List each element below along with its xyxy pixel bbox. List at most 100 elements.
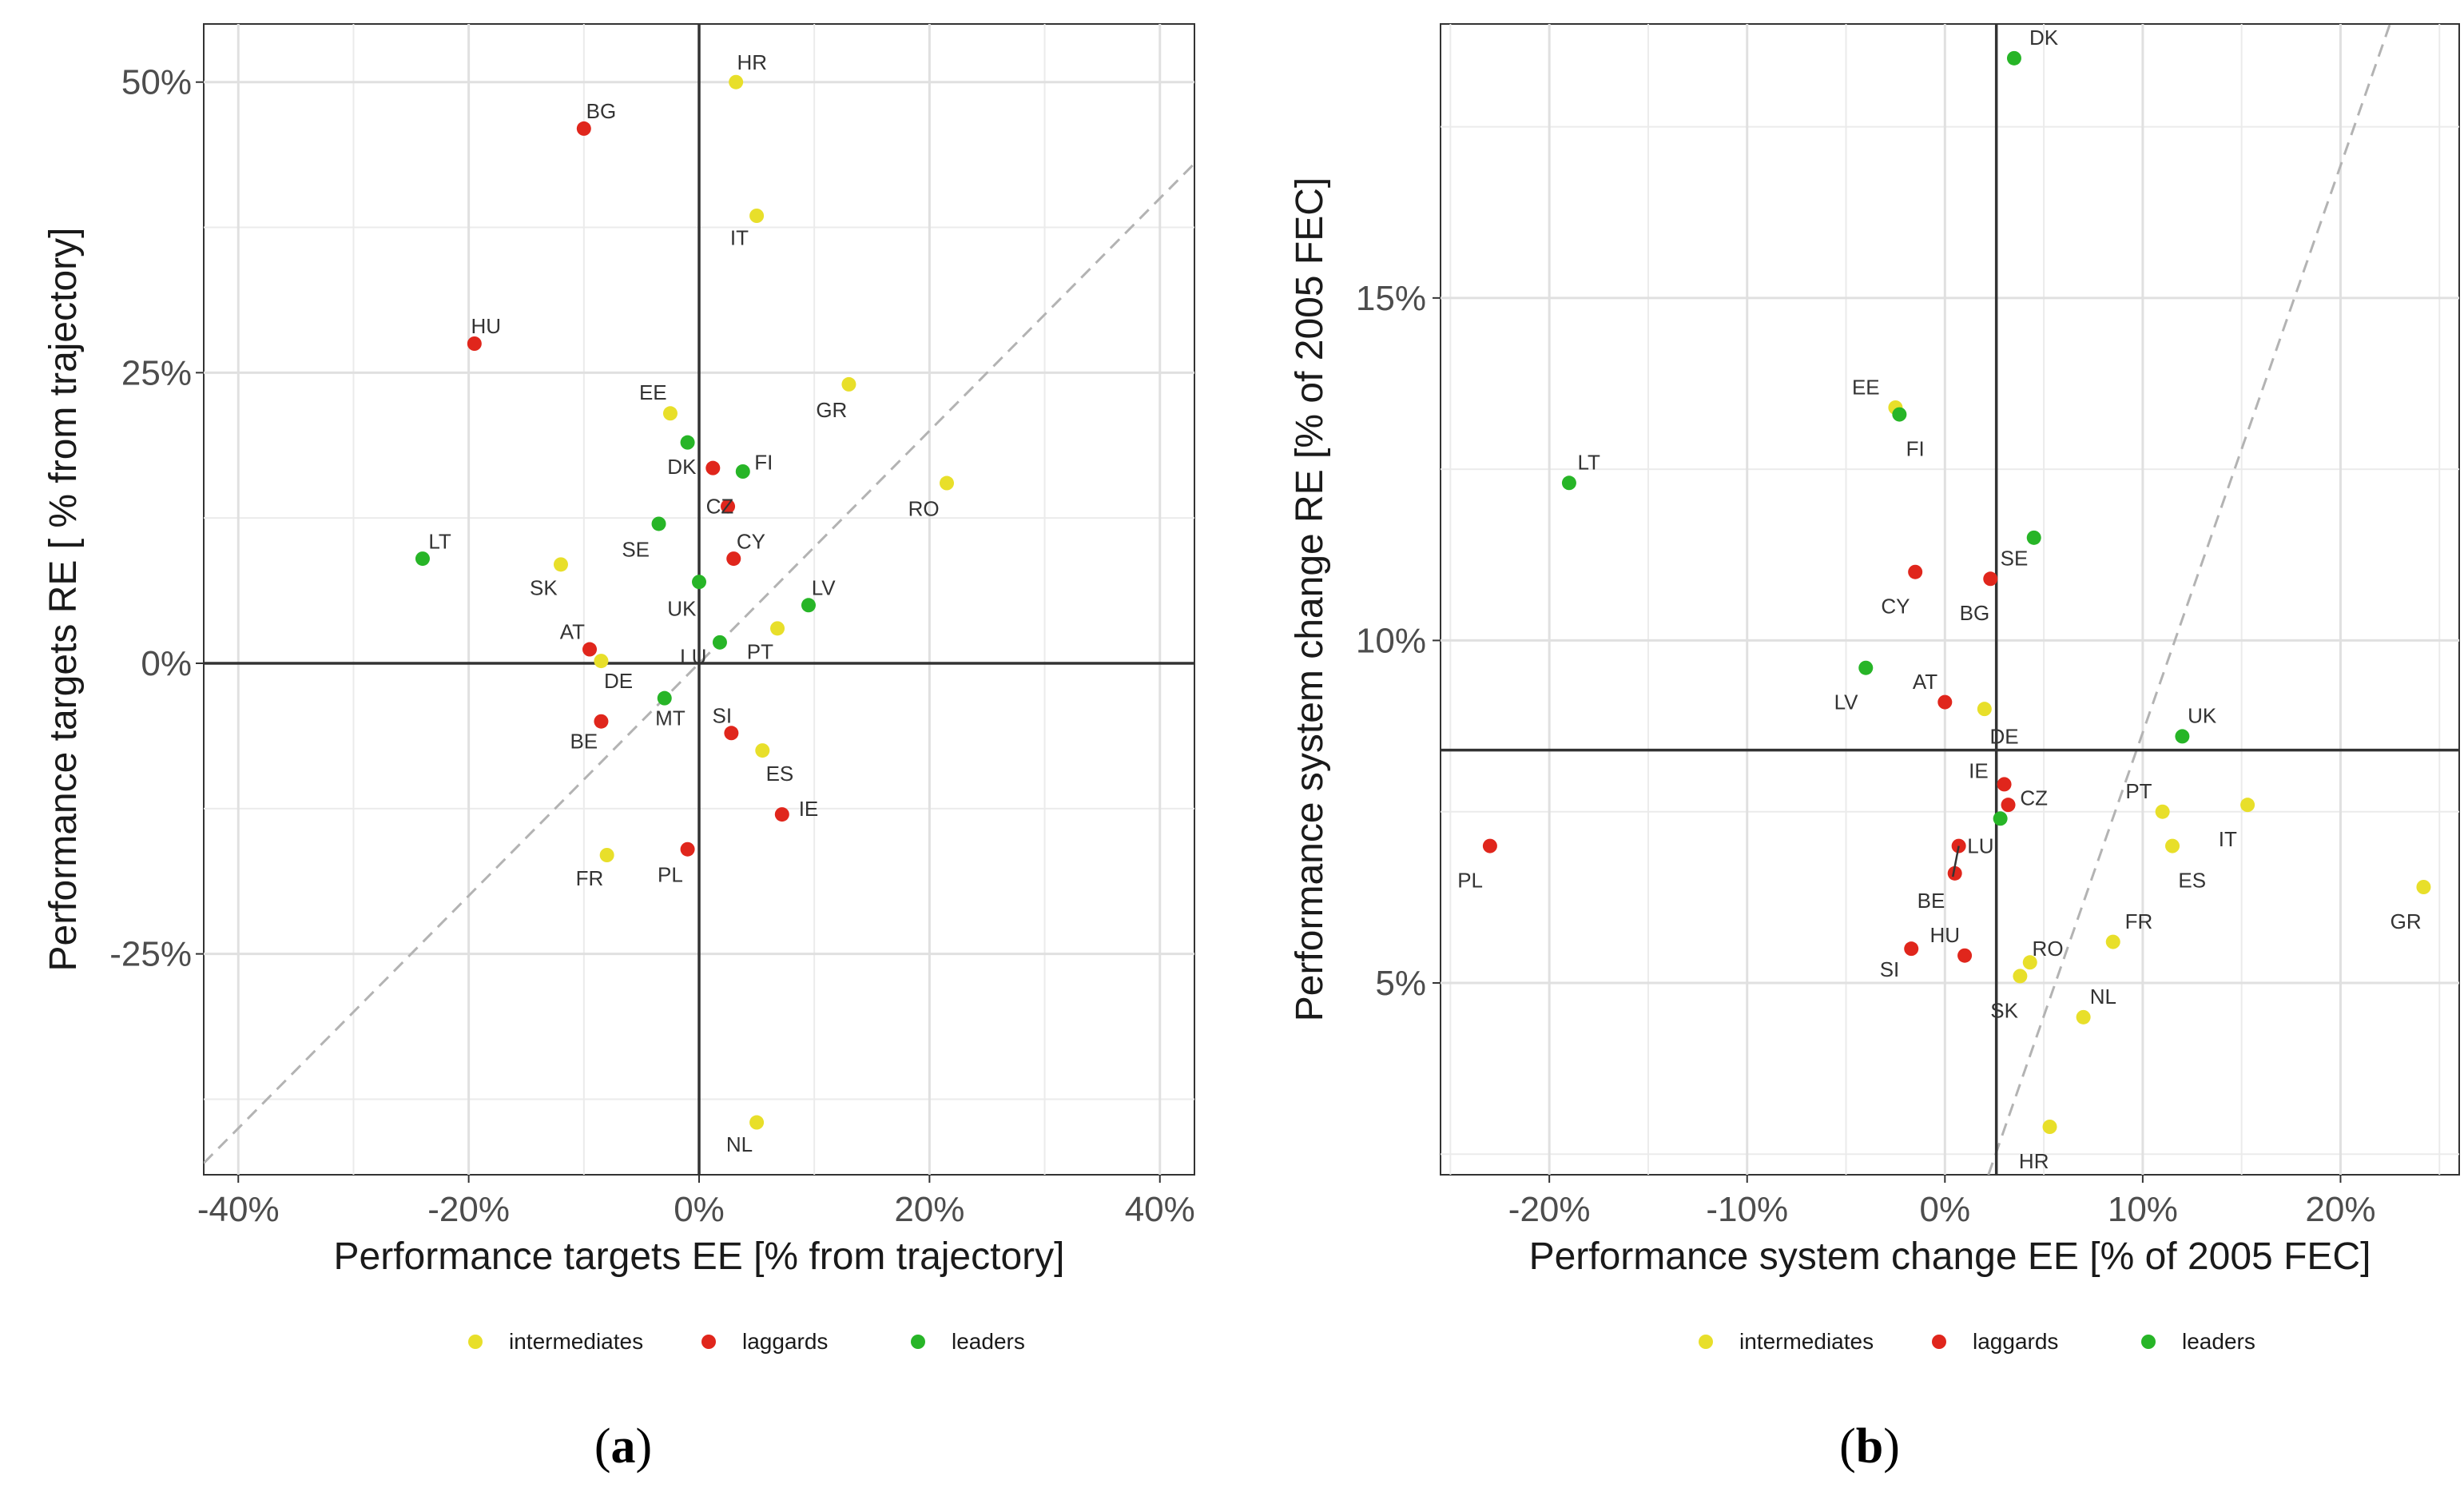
x-tick-label: 10%	[2108, 1190, 2178, 1229]
y-tick-label: -25%	[109, 935, 192, 974]
data-label: PL	[1457, 868, 1483, 892]
panel-a: -40% -20% 0% 20% 40% -25% 0% 25% 50% HR BG IT HU GR EE…	[42, 23, 1195, 1474]
data-label: HR	[737, 50, 768, 74]
data-label: ES	[2178, 868, 2206, 892]
x-tick-label: -20%	[427, 1190, 510, 1229]
data-point-leaders	[692, 575, 706, 590]
data-label: CY	[737, 529, 765, 553]
data-label: BG	[586, 99, 617, 123]
data-label: LV	[1834, 690, 1859, 714]
legend-label-leaders: leaders	[2182, 1329, 2255, 1354]
data-point-leaders	[1892, 407, 1907, 422]
data-point-laggards	[1937, 694, 1953, 710]
data-point-intermediates	[2240, 798, 2255, 813]
panel-label: (a)	[594, 1419, 652, 1474]
legend-label-intermediates: intermediates	[1739, 1329, 1874, 1354]
data-label: EE	[639, 380, 667, 404]
data-label: CZ	[2020, 786, 2048, 810]
x-tick-label: 40%	[1125, 1190, 1195, 1229]
plot-panel	[1440, 23, 2460, 1176]
data-point-leaders	[2175, 729, 2190, 744]
data-label: SK	[1990, 998, 2018, 1022]
data-point-intermediates	[2013, 969, 2028, 984]
data-point-intermediates	[2155, 804, 2170, 819]
legend-swatch-intermediates	[468, 1335, 483, 1349]
data-label: DK	[667, 455, 697, 479]
data-point-leaders	[712, 635, 727, 650]
data-point-laggards	[576, 121, 591, 136]
data-label: SI	[1880, 957, 1900, 981]
data-point-laggards	[705, 460, 721, 475]
data-label: BG	[1960, 601, 1990, 625]
data-point-leaders	[680, 435, 695, 450]
diagonal-reference-line	[1987, 24, 2391, 1175]
data-label: AT	[1913, 670, 1937, 694]
data-point-leaders	[1858, 660, 1874, 675]
data-label: IT	[730, 226, 749, 250]
data-point-intermediates	[749, 1115, 765, 1130]
data-point-intermediates	[2042, 1120, 2057, 1134]
x-tick-label: -10%	[1706, 1190, 1788, 1229]
data-point-intermediates	[749, 209, 765, 223]
data-label: LV	[812, 575, 837, 599]
data-point-laggards	[1957, 948, 1973, 963]
data-point-laggards	[724, 726, 739, 741]
y-tick-label: 25%	[121, 353, 192, 392]
data-point-intermediates	[2105, 934, 2120, 949]
data-point-laggards	[467, 336, 482, 351]
legend-swatch-laggards	[701, 1335, 716, 1349]
data-label: AT	[560, 620, 585, 644]
x-tick-label: -40%	[197, 1190, 280, 1229]
data-point-intermediates	[2165, 838, 2180, 853]
data-label: CY	[1881, 595, 1910, 619]
panel-b: -20% -10% 0% 10% 20% 5% 10% 15% DK EE FI LT SE CY BG LV…	[1289, 23, 2460, 1474]
data-point-laggards	[726, 551, 741, 567]
data-point-leaders	[1561, 475, 1576, 491]
data-point-leaders	[1993, 811, 2008, 826]
data-point-laggards	[1997, 777, 2012, 792]
data-label: NL	[726, 1132, 753, 1156]
data-point-laggards	[1482, 838, 1497, 853]
data-label: PT	[2125, 779, 2152, 803]
diagonal-reference-line	[204, 162, 1194, 1164]
data-point-laggards	[594, 714, 609, 729]
data-label: FR	[576, 866, 604, 890]
data-point-laggards	[774, 807, 789, 822]
x-tick-label: 20%	[894, 1190, 964, 1229]
x-tick-label: 20%	[2305, 1190, 2375, 1229]
data-label: DE	[604, 669, 633, 693]
data-point-laggards	[582, 642, 598, 657]
data-point-laggards	[2001, 798, 2016, 813]
data-label: EE	[1852, 375, 1880, 399]
data-point-leaders	[735, 464, 750, 479]
legend-label-leaders: leaders	[952, 1329, 1025, 1354]
data-point-laggards	[1904, 941, 1919, 957]
data-label: SK	[530, 575, 558, 599]
panel-label: (b)	[1839, 1419, 1900, 1474]
data-label: UK	[667, 597, 697, 621]
data-label: GR	[816, 398, 847, 422]
data-point-leaders	[2006, 50, 2021, 66]
data-label: IE	[1969, 758, 1989, 782]
data-label: SE	[2001, 547, 2029, 571]
data-label: UK	[2188, 704, 2217, 728]
x-axis-title: Performance system change EE [% of 2005 …	[1529, 1235, 2371, 1278]
x-tick-label: 0%	[1920, 1190, 1971, 1229]
legend-label-intermediates: intermediates	[509, 1329, 643, 1354]
data-label: HR	[2019, 1149, 2049, 1173]
data-point-laggards	[1908, 564, 1923, 579]
y-tick-label: 10%	[1356, 621, 1426, 660]
x-tick-label: -20%	[1508, 1190, 1591, 1229]
y-tick-label: 5%	[1375, 964, 1426, 1003]
data-point-intermediates	[594, 654, 609, 669]
data-label: SE	[622, 537, 650, 561]
data-label: ES	[766, 762, 794, 786]
data-label: LU	[680, 644, 706, 668]
data-label: BE	[1918, 889, 1945, 913]
data-point-intermediates	[770, 621, 785, 636]
label-leader-line	[1951, 845, 1960, 877]
data-point-intermediates	[2416, 880, 2431, 894]
data-label: FI	[754, 450, 773, 474]
data-label: LT	[1577, 451, 1600, 475]
